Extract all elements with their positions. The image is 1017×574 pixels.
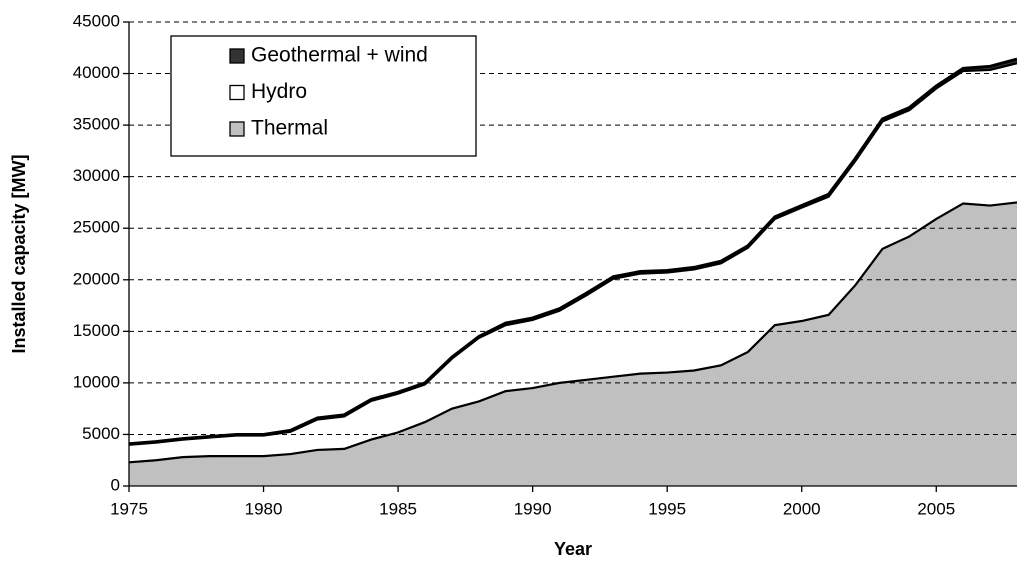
x-axis-label: Year (554, 539, 592, 559)
y-tick-label: 25000 (73, 218, 120, 237)
x-tick-label: 1975 (110, 499, 148, 518)
legend-swatch (229, 121, 245, 137)
legend-box (170, 35, 477, 157)
y-tick-label: 20000 (73, 269, 120, 288)
legend-label: Geothermal + wind (251, 44, 428, 67)
y-axis-label: Installed capacity [MW] (9, 154, 29, 353)
area (129, 202, 1017, 486)
legend-label: Thermal (251, 117, 328, 140)
x-tick-label: 1995 (648, 499, 686, 518)
y-tick-label: 10000 (73, 372, 120, 391)
y-tick-label: 35000 (73, 115, 120, 134)
x-tick-label: 1980 (245, 499, 283, 518)
y-tick-label: 5000 (82, 424, 120, 443)
legend: Geothermal + wind Hydro Thermal (170, 35, 477, 157)
x-tick-label: 2005 (917, 499, 955, 518)
y-tick-label: 40000 (73, 63, 120, 82)
x-tick-label: 1985 (379, 499, 417, 518)
y-tick-label: 0 (111, 475, 120, 494)
area (129, 63, 1017, 463)
y-tick-label: 45000 (73, 11, 120, 30)
x-tick-label: 2000 (783, 499, 821, 518)
legend-label: Hydro (251, 80, 307, 103)
y-tick-label: 15000 (73, 321, 120, 340)
area-edge (128, 201, 1017, 464)
area-edge (128, 57, 1017, 446)
legend-swatch (229, 48, 245, 64)
legend-swatch (229, 84, 245, 101)
y-tick-label: 30000 (73, 166, 120, 185)
x-tick-label: 1990 (514, 499, 552, 518)
